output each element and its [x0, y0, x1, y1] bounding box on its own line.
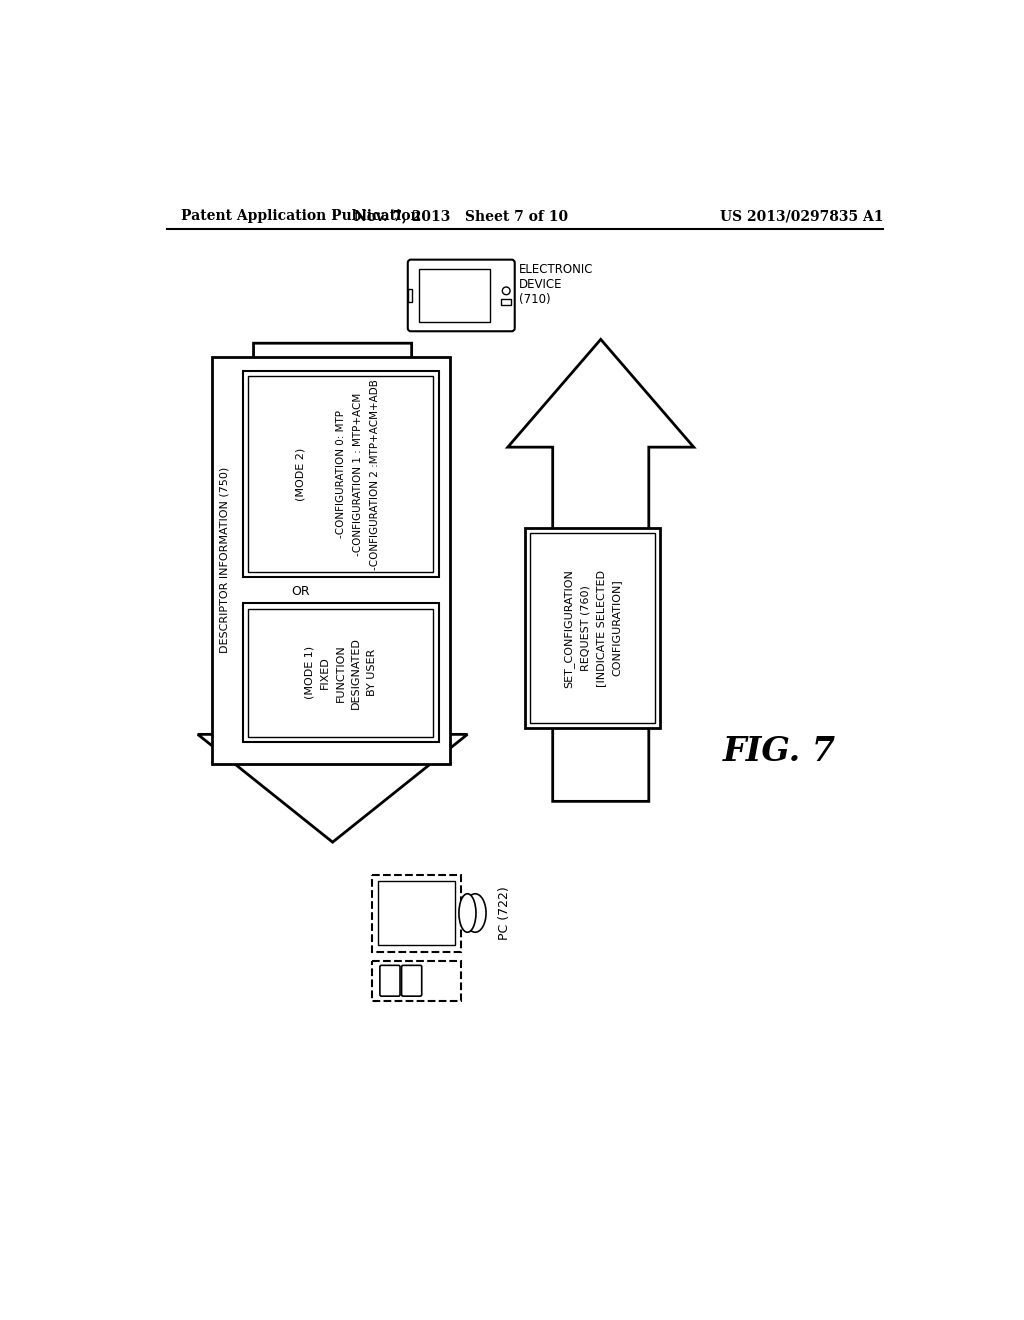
- Bar: [372, 874, 461, 952]
- Bar: [372, 961, 461, 1001]
- Text: (MODE 2): (MODE 2): [296, 447, 305, 500]
- Text: DESCRIPTOR INFORMATION (750): DESCRIPTOR INFORMATION (750): [220, 467, 229, 653]
- FancyBboxPatch shape: [408, 260, 515, 331]
- Circle shape: [503, 286, 510, 294]
- Text: US 2013/0297835 A1: US 2013/0297835 A1: [721, 209, 884, 223]
- FancyBboxPatch shape: [380, 965, 400, 997]
- Bar: [524, 528, 660, 729]
- Bar: [378, 880, 455, 945]
- Bar: [243, 371, 438, 577]
- Bar: [248, 609, 433, 737]
- Bar: [419, 269, 489, 322]
- Text: -CONFIGURATION 0: MTP
-CONFIGURATION 1 : MTP+ACM
-CONFIGURATION 2 :MTP+ACM+ADB: -CONFIGURATION 0: MTP -CONFIGURATION 1 :…: [336, 379, 380, 569]
- Text: PC (722): PC (722): [499, 886, 511, 940]
- Text: ELECTRONIC
DEVICE
(710): ELECTRONIC DEVICE (710): [519, 263, 594, 306]
- Bar: [408, 289, 412, 302]
- Text: SET_CONFIGURATION
REQUEST (760)
[INDICATE SELECTED
CONFIGURATION]: SET_CONFIGURATION REQUEST (760) [INDICAT…: [564, 569, 622, 688]
- Bar: [501, 298, 511, 305]
- Ellipse shape: [464, 894, 486, 932]
- Text: Patent Application Publication: Patent Application Publication: [180, 209, 420, 223]
- Text: Nov. 7, 2013   Sheet 7 of 10: Nov. 7, 2013 Sheet 7 of 10: [354, 209, 568, 223]
- Text: OR: OR: [292, 585, 310, 598]
- Bar: [248, 376, 433, 572]
- Bar: [530, 533, 655, 723]
- Text: (MODE 1)
FIXED
FUNCTION
DESIGNATED
BY USER: (MODE 1) FIXED FUNCTION DESIGNATED BY US…: [304, 636, 377, 709]
- Bar: [243, 603, 438, 742]
- FancyBboxPatch shape: [401, 965, 422, 997]
- Ellipse shape: [459, 894, 476, 932]
- Text: FIG. 7: FIG. 7: [723, 735, 836, 768]
- Bar: [212, 358, 451, 763]
